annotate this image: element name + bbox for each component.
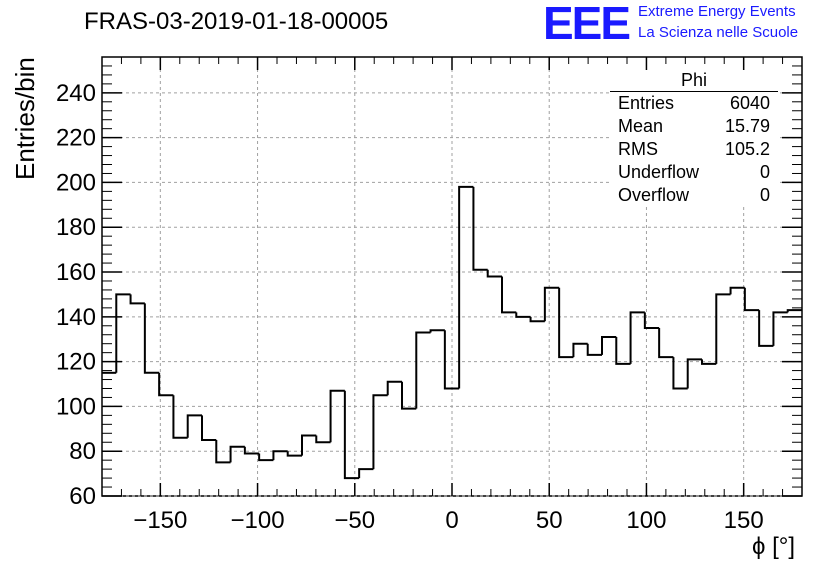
histogram-bin [172, 395, 188, 439]
histogram-bin [786, 309, 802, 313]
histogram-bin [658, 328, 674, 359]
histogram-bin [443, 330, 460, 390]
x-axis-label: ϕ [°] [752, 533, 796, 560]
stats-value: 0 [759, 185, 770, 205]
histogram-bin [329, 389, 345, 443]
x-tick-label: 100 [626, 507, 666, 534]
histogram-bin [501, 276, 517, 314]
histogram-bin [558, 287, 574, 359]
histogram-bin [272, 450, 288, 461]
histogram-bin [372, 394, 388, 470]
histogram-bin [672, 357, 688, 390]
histogram-bin [701, 359, 717, 365]
stats-value: 6040 [729, 93, 770, 113]
histogram-bin [286, 451, 302, 457]
x-tick-label: 150 [724, 507, 764, 534]
stats-row-rms: RMS 105.2 [610, 138, 778, 161]
histogram-bin [515, 312, 531, 318]
stats-row-underflow: Underflow 0 [610, 161, 778, 184]
histogram-bin [158, 372, 174, 397]
y-tick-label: 180 [56, 214, 96, 241]
histogram-bin [229, 445, 245, 463]
histogram-bin [729, 286, 745, 295]
y-tick-label: 120 [56, 349, 96, 376]
stats-label: Mean [618, 116, 664, 136]
stats-label: Underflow [618, 162, 700, 182]
stats-row-mean: Mean 15.79 [610, 115, 778, 138]
y-tick-label: 160 [56, 259, 96, 286]
histogram-bin [472, 186, 488, 271]
logo-line-2: La Scienza nelle Scuole [638, 24, 799, 41]
histogram-bin [386, 380, 402, 396]
histogram-bin [758, 310, 774, 347]
x-tick-label: −150 [133, 507, 187, 534]
chart-title: FRAS-03-2019-01-18-00005 [84, 8, 389, 35]
y-tick-label: 220 [56, 125, 96, 152]
y-tick-label: 240 [56, 80, 96, 107]
histogram-bin [772, 311, 788, 346]
histogram-bin [543, 286, 560, 322]
stats-box: Phi Entries 6040 Mean 15.79 RMS 105.2 Un… [610, 70, 778, 207]
stats-label: RMS [618, 139, 658, 159]
histogram-bin [629, 311, 645, 364]
stats-title: Phi [610, 70, 778, 92]
histogram-bin [186, 414, 202, 438]
stats-label: Overflow [618, 185, 690, 205]
histogram-bin [143, 303, 160, 374]
histogram-bin [486, 269, 502, 278]
histogram-series [102, 185, 802, 480]
stats-label: Entries [618, 93, 675, 113]
histogram-bin [686, 358, 702, 389]
logo-line-1: Extreme Energy Events [638, 3, 796, 20]
histogram-bin [115, 293, 131, 373]
histogram-bin [415, 331, 431, 409]
histogram-bin [129, 294, 145, 305]
histogram-bin [201, 415, 217, 442]
x-tick-label: −100 [231, 507, 285, 534]
histogram-bin [715, 293, 731, 364]
histogram-bin [315, 435, 331, 444]
histogram-bin [529, 316, 545, 323]
stats-value: 15.79 [724, 116, 770, 136]
histogram-bin [358, 468, 374, 479]
y-tick-label: 200 [56, 169, 96, 196]
eee-logo: EEE [543, 0, 631, 49]
histogram-bin [743, 287, 760, 312]
histogram-bin [601, 335, 617, 355]
y-tick-label: 100 [56, 393, 96, 420]
histogram-bin [586, 343, 602, 356]
histogram-bin [572, 342, 588, 358]
histogram-bin [458, 185, 474, 389]
histogram-bin [643, 312, 660, 330]
y-tick-label: 80 [69, 438, 96, 465]
y-tick-label: 60 [69, 483, 96, 510]
histogram-bin [615, 336, 631, 365]
histogram-bin [215, 440, 231, 464]
stats-row-overflow: Overflow 0 [610, 184, 778, 207]
histogram-bin [258, 453, 274, 462]
stats-value: 0 [759, 162, 770, 182]
x-tick-label: 0 [445, 507, 458, 534]
histogram-bin [343, 390, 360, 480]
histogram-bin [301, 434, 317, 456]
stats-value: 105.2 [724, 139, 770, 159]
stats-row-entries: Entries 6040 [610, 92, 778, 115]
histogram-bin [429, 329, 445, 333]
histogram-bin [243, 446, 260, 455]
y-tick-label: 140 [56, 304, 96, 331]
x-tick-label: 50 [536, 507, 563, 534]
y-axis-label: Entries/bin [10, 57, 40, 180]
x-tick-label: −50 [334, 507, 375, 534]
axes: −150 −100 −50 0 50 100 150 60 80 100 120 140 160 180 2… [56, 56, 803, 534]
histogram-bin [401, 381, 417, 410]
